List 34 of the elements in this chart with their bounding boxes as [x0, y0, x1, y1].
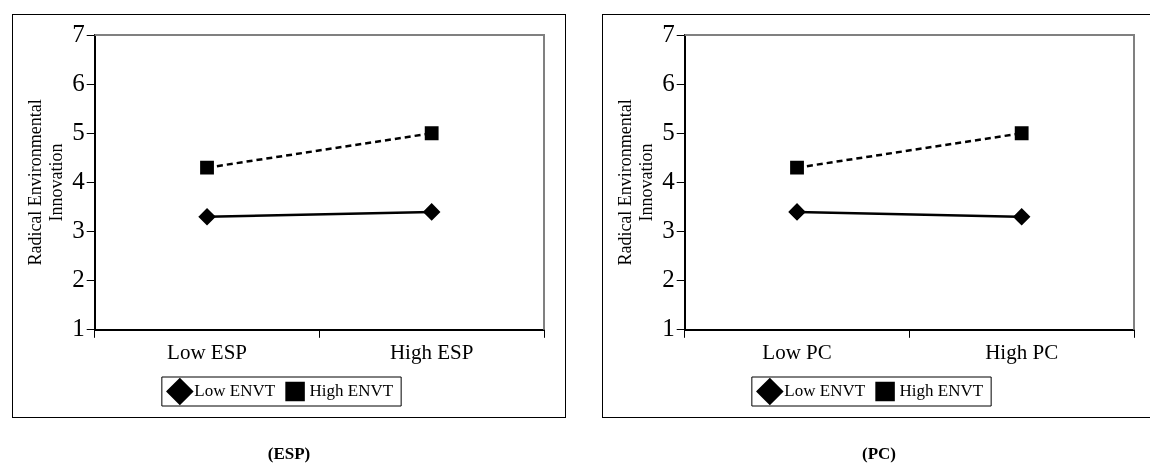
x-tick-label: High PC [985, 339, 1059, 364]
point [1014, 126, 1029, 141]
x-tick-label: Low PC [762, 339, 832, 364]
point [1013, 208, 1030, 226]
x-tick-label: High ESP [389, 339, 474, 364]
text: (PC) [862, 444, 896, 464]
point [200, 160, 214, 175]
y-tick-label: 5 [72, 117, 85, 145]
point [198, 208, 216, 226]
y-tick-label: 7 [662, 19, 675, 47]
y-tick-label: 3 [662, 216, 675, 244]
y-tick-label: 3 [72, 216, 85, 244]
y-axis-title: Radical Environmental Innovation [614, 99, 657, 266]
y-tick-label: 6 [662, 68, 675, 96]
x-tick-label: Low ESP [167, 339, 247, 364]
y-axis-title: Radical Environmental Innovation [24, 99, 67, 266]
legend-label: Low ENVT [784, 380, 866, 400]
y-tick-label: 2 [662, 265, 675, 293]
legend-label: Low ENVT [194, 380, 276, 400]
point [423, 203, 440, 221]
y-tick-label: 1 [662, 314, 675, 342]
y-tick-label: 6 [72, 68, 85, 96]
y-tick-label: 7 [72, 19, 85, 47]
point [424, 126, 439, 141]
legend-label: High ENVT [899, 380, 984, 400]
text: (ESP) [267, 444, 311, 464]
y-tick-label: 5 [662, 117, 675, 145]
y-tick-label: 4 [72, 166, 86, 194]
legend-label: High ENVT [309, 380, 394, 400]
y-tick-label: 4 [662, 166, 676, 194]
y-tick-label: 2 [72, 265, 85, 293]
point [790, 160, 804, 175]
point [788, 203, 806, 221]
y-tick-label: 1 [72, 314, 85, 342]
